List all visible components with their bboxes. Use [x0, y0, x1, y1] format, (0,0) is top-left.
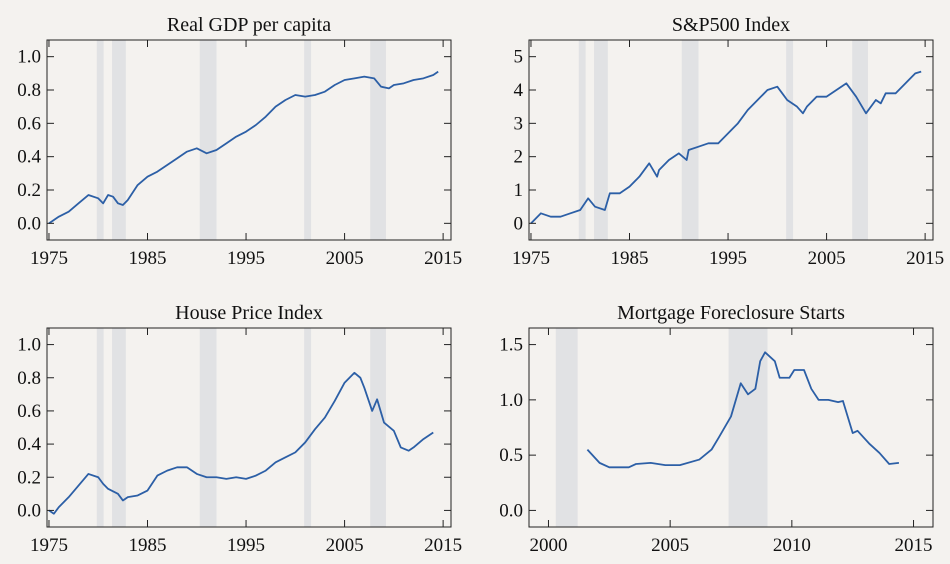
y-tick-label: 2	[514, 147, 524, 168]
data-line	[48, 371, 434, 515]
y-tick-label: 1.5	[499, 335, 523, 356]
y-tick-label: 0.6	[17, 113, 41, 134]
plot-frame	[528, 39, 934, 241]
x-tick-label: 2005	[651, 535, 689, 556]
x-tick-label: 2015	[424, 248, 462, 269]
x-tick-label: 1985	[129, 535, 167, 556]
subplot: Real GDP per capita 0.0 0.2 0.4 0.6 0.8 1.0 197…	[17, 14, 462, 269]
x-tick-label: 2005	[326, 535, 364, 556]
y-tick-label: 0.4	[17, 147, 41, 168]
x-tick-label: 2015	[906, 248, 944, 269]
recession-band	[555, 328, 578, 527]
recession-band	[199, 328, 217, 527]
plot-frame	[46, 327, 452, 528]
y-tick-label: 0.4	[17, 434, 41, 455]
y-tick-label: 0.0	[17, 500, 41, 521]
y-tick-label: 0.0	[499, 500, 523, 521]
x-tick-label: 2000	[529, 535, 567, 556]
recession-band	[96, 328, 104, 527]
y-tick-label: 1.0	[17, 335, 41, 356]
x-tick-label: 1985	[611, 248, 649, 269]
data-line	[530, 70, 922, 224]
y-tick-label: 0.2	[17, 467, 41, 488]
recession-band	[852, 40, 868, 240]
x-tick-label: 1995	[227, 535, 265, 556]
x-tick-label: 2005	[326, 248, 364, 269]
subplot-title: Real GDP per capita	[167, 14, 331, 36]
data-line	[48, 70, 439, 225]
plot-frame	[46, 39, 452, 241]
subplot-title: House Price Index	[175, 302, 323, 324]
y-tick-label: 0.8	[17, 368, 41, 389]
y-tick-label: 1.0	[499, 390, 523, 411]
x-tick-label: 2005	[808, 248, 846, 269]
x-tick-label: 1975	[512, 248, 550, 269]
recession-band	[304, 328, 312, 527]
subplot-title: Mortgage Foreclosure Starts	[617, 302, 845, 324]
x-tick-label: 1995	[709, 248, 747, 269]
x-tick-label: 2015	[895, 535, 933, 556]
y-tick-label: 1	[514, 180, 524, 201]
y-tick-label: 0.2	[17, 180, 41, 201]
y-tick-label: 0	[514, 213, 524, 234]
y-tick-label: 0.0	[17, 213, 41, 234]
x-tick-label: 1985	[129, 248, 167, 269]
x-tick-label: 2010	[773, 535, 811, 556]
x-tick-label: 2015	[424, 535, 462, 556]
subplot: S&P500 Index 0 1 2 3 4 5 1975 1985 1995 2005 2015	[512, 14, 944, 269]
recession-band	[370, 328, 386, 527]
y-tick-label: 0.8	[17, 80, 41, 101]
recession-band	[370, 40, 386, 240]
recession-band	[786, 40, 794, 240]
subplot-title: S&P500 Index	[672, 14, 790, 36]
x-tick-label: 1975	[30, 535, 68, 556]
recession-band	[594, 40, 608, 240]
recession-band	[96, 40, 104, 240]
y-tick-label: 1.0	[17, 47, 41, 68]
recession-band	[681, 40, 699, 240]
plot-frame	[528, 327, 934, 528]
y-tick-label: 3	[514, 113, 524, 134]
x-tick-label: 1995	[227, 248, 265, 269]
y-tick-label: 0.5	[499, 445, 523, 466]
y-tick-label: 4	[514, 80, 524, 101]
recession-band	[112, 328, 126, 527]
recession-band	[578, 40, 586, 240]
y-tick-label: 5	[514, 47, 524, 68]
y-tick-label: 0.6	[17, 401, 41, 422]
subplot: Mortgage Foreclosure Starts 0.0 0.5 1.0 1.5 2…	[499, 302, 934, 556]
recession-band	[304, 40, 312, 240]
recession-band	[112, 40, 126, 240]
subplot: House Price Index 0.0 0.2 0.4 0.6 0.8 1.0 1975 1…	[17, 302, 462, 556]
x-tick-label: 1975	[30, 248, 68, 269]
recession-band	[199, 40, 217, 240]
data-line	[586, 351, 900, 469]
